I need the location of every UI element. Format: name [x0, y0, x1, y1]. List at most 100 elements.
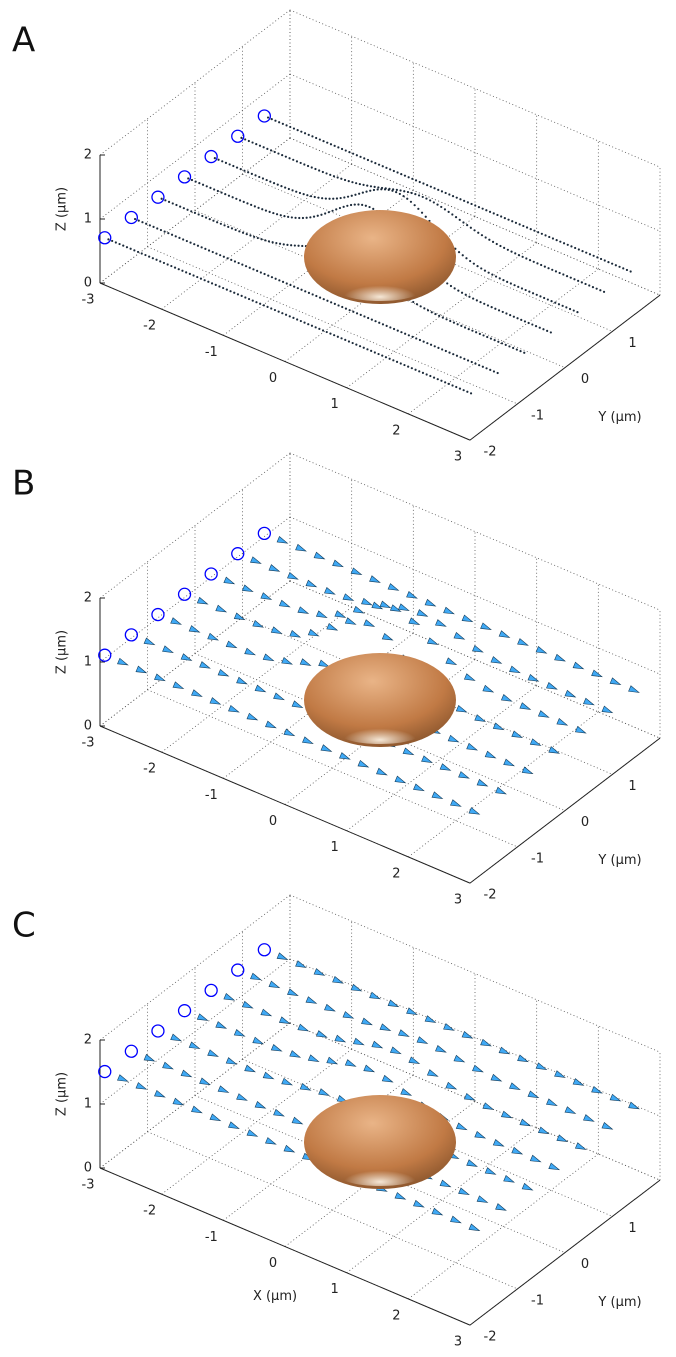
trajectory-dot [269, 180, 272, 183]
flow-arrow [324, 587, 336, 595]
trajectory-dot [259, 302, 262, 305]
trajectory-dot [274, 277, 277, 280]
grid-line [99, 73, 291, 220]
trajectory-dot [190, 210, 193, 213]
flow-arrow [474, 714, 487, 722]
flow-arrow [268, 564, 281, 572]
trajectory-dot [492, 370, 496, 373]
y-axis [469, 737, 661, 884]
trajectory-dot [512, 315, 515, 318]
flow-arrow [463, 673, 476, 681]
trajectory-dot [281, 122, 284, 125]
flow-arrow [421, 755, 433, 763]
start-point [177, 170, 192, 184]
trajectory-dot [193, 243, 196, 246]
trajectory-dot [452, 321, 456, 324]
flow-arrow [535, 646, 548, 654]
x-axis-label: X (µm) [253, 1289, 297, 1304]
flow-arrow [278, 1016, 291, 1024]
start-point [98, 231, 112, 245]
trajectory-dot [296, 129, 299, 132]
trajectory-dot [500, 215, 503, 218]
flow-arrow [387, 999, 400, 1008]
flow-arrow [468, 807, 481, 815]
flow-arrow [268, 980, 281, 989]
flow-arrow [439, 763, 452, 771]
trajectory-dot [253, 235, 256, 238]
flow-arrow [529, 738, 542, 746]
trajectory-dot [185, 239, 188, 243]
trajectory-dot [399, 189, 402, 192]
flow-arrow [424, 1015, 437, 1023]
flow-arrow [379, 1023, 392, 1031]
trajectory-dot [570, 245, 573, 248]
trajectory-dot [270, 118, 273, 121]
trajectory-dot [322, 298, 325, 301]
flow-arrow [546, 681, 558, 690]
trajectory-dot [244, 138, 247, 141]
flow-arrow [369, 991, 381, 1000]
trajectory-dot [569, 276, 572, 279]
flow-arrow [315, 1030, 328, 1038]
trajectory-dot [295, 160, 299, 163]
trajectory-dot [309, 216, 312, 219]
trajectory-dot [340, 337, 343, 340]
trajectory-dot [251, 299, 254, 302]
trajectory-dot [496, 371, 499, 375]
trajectory-dot [367, 316, 370, 320]
trajectory-dot [310, 324, 314, 327]
flow-arrow [326, 1056, 339, 1065]
flow-arrow [537, 710, 550, 718]
trajectory-dot [503, 216, 506, 220]
trajectory-dot [275, 213, 279, 216]
y-axis [469, 1179, 661, 1326]
trajectory-dot [395, 188, 398, 192]
flow-arrow [332, 559, 344, 568]
trajectory-dot [503, 246, 506, 250]
trajectory-dot [301, 244, 304, 248]
start-point [177, 587, 192, 601]
trajectory-dot [193, 211, 197, 214]
flow-arrow [498, 1046, 511, 1055]
trajectory-dot [517, 285, 520, 288]
flow-arrow [244, 647, 257, 656]
flow-arrow [482, 684, 495, 693]
trajectory-dot [214, 283, 217, 287]
grid-line [242, 173, 613, 332]
trajectory-dot [160, 197, 163, 200]
trajectory-dot [543, 265, 546, 268]
trajectory-dot [423, 307, 426, 310]
grid-line [289, 958, 661, 1117]
trajectory-dot [449, 319, 452, 323]
trajectory-dot [349, 203, 353, 207]
trajectory-dot [468, 295, 471, 298]
trajectory-dot [331, 209, 334, 212]
trajectory-dot [353, 203, 356, 206]
flow-arrow [276, 952, 289, 960]
trajectory-dot [299, 319, 302, 323]
trajectory-dot [307, 133, 310, 136]
x-axis [99, 282, 471, 441]
trajectory-dot [426, 342, 429, 345]
trajectory-dot [296, 287, 299, 290]
y-tick-label: -1 [531, 408, 544, 423]
start-point [124, 628, 139, 642]
trajectory-dot [513, 284, 516, 287]
trajectory-dot [122, 244, 125, 247]
trajectory-dot [458, 387, 462, 390]
trajectory-dot [145, 222, 148, 225]
trajectory-dot [266, 147, 269, 150]
flow-arrow [492, 1138, 505, 1147]
trajectory-dot [198, 182, 201, 185]
flow-arrow [450, 1215, 462, 1224]
flow-arrow [233, 1029, 246, 1037]
trajectory-dot [196, 244, 200, 247]
flow-arrow [398, 1029, 410, 1037]
trajectory-dot [275, 241, 278, 245]
flow-arrow [295, 960, 307, 968]
flow-arrow [527, 1090, 540, 1099]
trajectory-dot [333, 302, 336, 305]
trajectory-dot [186, 208, 189, 211]
trajectory-dot [455, 196, 458, 199]
trajectory-dot [467, 327, 470, 331]
